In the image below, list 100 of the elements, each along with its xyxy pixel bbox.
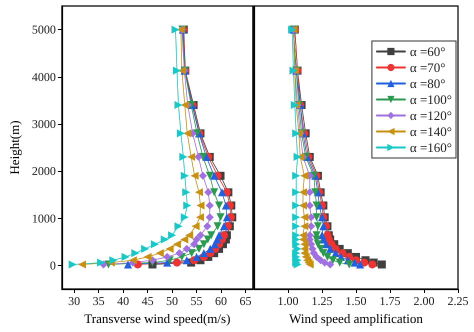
- point: [163, 252, 172, 261]
- point: [300, 213, 308, 222]
- point: [345, 260, 354, 268]
- x-tick-label: 2.25: [448, 294, 468, 308]
- point: [97, 258, 106, 267]
- x-tick-label: 2.00: [414, 294, 434, 308]
- y-tick-label: 0: [50, 258, 56, 272]
- point: [292, 222, 300, 230]
- point: [124, 260, 132, 268]
- point: [292, 129, 300, 138]
- point: [150, 240, 159, 248]
- point: [196, 202, 204, 210]
- point: [292, 213, 300, 222]
- point: [156, 249, 164, 258]
- point: [168, 231, 176, 240]
- point: [182, 188, 190, 196]
- point: [192, 222, 200, 230]
- legend-label: α =100°: [410, 92, 452, 107]
- point: [196, 213, 204, 222]
- point: [206, 172, 214, 180]
- point: [194, 152, 202, 161]
- y-tick-label: 2000: [32, 164, 56, 178]
- point: [182, 256, 191, 264]
- x-tick-label: 65: [239, 294, 252, 308]
- point: [300, 222, 308, 230]
- y-tick-label: 4000: [32, 70, 56, 84]
- point: [144, 252, 152, 261]
- x-tick-label: 1.25: [312, 294, 332, 308]
- point: [292, 202, 300, 210]
- x-tick-label: 1.75: [380, 294, 400, 308]
- point: [174, 101, 182, 110]
- point: [198, 172, 207, 180]
- y-tick-label: 3000: [32, 116, 56, 131]
- point: [180, 213, 189, 222]
- point: [196, 231, 204, 240]
- point: [68, 260, 77, 268]
- x-tick-label: 60: [215, 294, 228, 308]
- point: [328, 256, 337, 264]
- point: [206, 202, 214, 210]
- point: [326, 260, 334, 268]
- point: [194, 188, 203, 196]
- point: [122, 252, 130, 261]
- point: [318, 231, 326, 240]
- point: [294, 152, 302, 161]
- point: [292, 188, 300, 196]
- point: [222, 213, 231, 222]
- point: [166, 244, 174, 253]
- point: [141, 244, 150, 253]
- point: [215, 202, 224, 210]
- legend-label: α =80°: [410, 76, 446, 91]
- x-tick-label: 50: [166, 294, 178, 308]
- point: [220, 222, 228, 230]
- point: [292, 231, 300, 240]
- point: [128, 256, 137, 264]
- point: [222, 202, 230, 210]
- point: [174, 222, 182, 230]
- point: [210, 172, 218, 180]
- point: [300, 172, 308, 180]
- point: [175, 249, 184, 258]
- point: [312, 202, 321, 210]
- x-tick-label: 1.00: [278, 294, 298, 308]
- point: [378, 260, 386, 268]
- point: [306, 188, 314, 196]
- point: [312, 213, 321, 222]
- x-tick-label: 30: [68, 294, 80, 308]
- y-tick-label: 1000: [32, 211, 56, 226]
- point: [176, 129, 185, 138]
- point: [180, 235, 188, 244]
- x-tick-label: 35: [92, 294, 105, 308]
- point: [307, 213, 316, 222]
- legend-label: α =140°: [410, 124, 452, 139]
- point: [194, 244, 203, 253]
- point: [336, 258, 344, 267]
- x-tick-label: 55: [190, 294, 203, 308]
- point: [192, 235, 201, 244]
- point: [183, 129, 192, 138]
- point: [160, 235, 169, 244]
- point: [314, 222, 322, 230]
- point: [306, 202, 314, 210]
- point: [187, 152, 196, 161]
- legend-label: α =70°: [410, 60, 446, 75]
- point: [210, 188, 218, 196]
- x-axis-title: Wind speed amplification: [289, 310, 424, 326]
- point: [204, 188, 212, 196]
- point: [172, 240, 181, 248]
- point: [192, 252, 201, 261]
- point: [215, 231, 224, 240]
- point: [78, 260, 86, 268]
- x-tick-label: 1.50: [346, 294, 366, 308]
- point: [190, 172, 199, 180]
- point: [298, 188, 307, 196]
- legend-label: α =160°: [410, 140, 452, 155]
- point: [200, 249, 208, 258]
- y-tick-label: 5000: [32, 22, 56, 37]
- point: [180, 172, 189, 180]
- point: [190, 240, 198, 248]
- y-axis-title: Height(m): [7, 120, 22, 175]
- x-axis-title: Transverse wind speed(m/s): [84, 310, 230, 326]
- point: [182, 244, 191, 253]
- point: [207, 231, 216, 240]
